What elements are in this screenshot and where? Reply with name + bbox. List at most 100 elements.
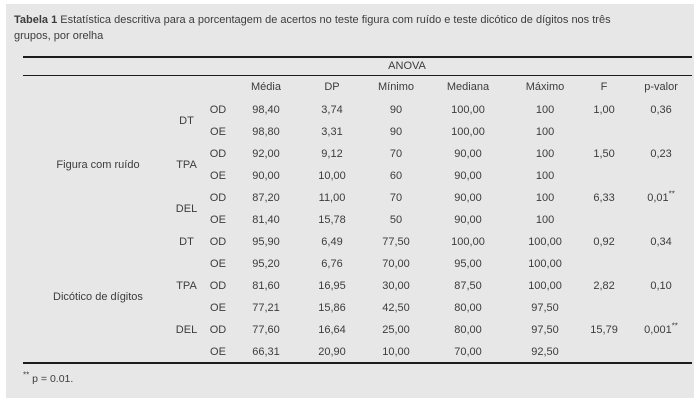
group-label-figura: Figura com ruído [56,159,140,171]
table-caption-label: Tabela 1 [14,14,58,26]
cell-dp: 10,00 [318,170,346,182]
cell-minimo: 25,00 [382,324,410,336]
cell-ear: OD [209,192,227,204]
subgroup-label: TPA [176,280,197,292]
cell-maximo: 100 [535,126,555,138]
cell-media: 77,60 [252,324,280,336]
table-row: OE 77,21 15,86 42,50 80,00 97,50 [23,297,692,319]
cell-ear: OD [209,236,227,248]
cell-dp: 15,78 [318,214,346,226]
cell-minimo: 50 [389,214,403,226]
cell-mediana: 100,00 [451,236,485,248]
cell-mediana: 95,00 [454,258,482,270]
cell-ear: OD [209,148,227,160]
cell-f [578,209,630,231]
cell-mediana: 100,00 [451,126,485,138]
cell-f [578,297,630,319]
cell-media: 81,40 [252,214,280,226]
cell-maximo: 100 [535,104,555,116]
column-header-mediana: Mediana [446,81,490,94]
cell-media: 90,00 [252,170,280,182]
cell-maximo: 100,00 [528,258,562,270]
cell-ear: OD [209,280,227,292]
cell-pvalor: 0,34 [650,236,672,248]
cell-ear: OE [210,258,226,270]
cell-dp: 6,76 [321,258,343,270]
table-caption: Tabela 1 Estatística descritiva para a p… [6,4,654,44]
subgroup-label: DT [179,236,194,248]
cell-dp: 3,74 [321,104,343,116]
cell-media: 92,00 [252,148,280,160]
cell-minimo: 70 [389,148,403,160]
cell-maximo: 92,50 [531,345,559,358]
column-header-row: Média DP Mínimo Mediana Máximo F p-valor [23,75,692,99]
cell-pvalor [630,341,692,363]
footnote: ** p = 0.01. [23,371,694,385]
cell-media: 77,21 [252,302,280,314]
cell-ear: OE [210,170,226,182]
cell-maximo: 100 [535,214,555,226]
cell-f [578,253,630,275]
anova-row-spacer-right [578,57,693,76]
cell-f [578,341,630,363]
stats-table: ANOVA Média DP Mínimo Mediana Máximo F p… [23,56,693,364]
column-header-pvalor: p-valor [644,81,678,94]
table-row: OE 95,20 6,76 70,00 95,00 100,00 [23,253,692,275]
cell-mediana: 100,00 [451,104,485,116]
table-row: TPA OD 81,60 16,95 30,00 87,50 100,00 2,… [23,275,692,297]
cell-ear: OD [209,104,227,116]
group-label-dicotico: Dicótico de dígitos [53,290,143,303]
cell-pvalor [630,121,692,143]
cell-pvalor [630,165,692,187]
table-caption-text: Estatística descritiva para a porcentage… [14,14,611,42]
column-header-spacer [23,75,236,99]
cell-maximo: 100 [535,148,555,160]
cell-pvalor: 0,36 [650,104,672,116]
cell-minimo: 60 [389,170,403,182]
cell-mediana: 80,00 [454,302,482,314]
cell-pvalor [630,253,692,275]
cell-f: 0,92 [593,236,615,248]
cell-mediana: 90,00 [454,148,482,160]
cell-media: 66,31 [252,345,280,358]
table-row: OE 66,31 20,90 10,00 70,00 92,50 [23,341,692,363]
table-row: DEL OD 77,60 16,64 25,00 80,00 97,50 15,… [23,319,692,341]
table-row: OE 98,80 3,31 90 100,00 100 [23,121,692,143]
cell-maximo: 100,00 [528,280,562,292]
cell-f [578,121,630,143]
footnote-text: p = 0.01. [32,373,74,385]
cell-mediana: 87,50 [454,280,482,292]
table-row: TPA OD 92,00 9,12 70 90,00 100 1,50 0,23 [23,143,692,171]
cell-f: 6,33 [593,192,615,204]
cell-media: 81,60 [252,280,280,292]
cell-mediana: 90,00 [454,170,482,182]
cell-f: 1,50 [593,148,615,160]
column-header-f: F [600,81,608,94]
table-row: DEL OD 87,20 11,00 70 90,00 100 6,33 0,0… [23,187,692,215]
cell-mediana: 90,00 [454,214,482,226]
cell-dp: 15,86 [318,302,346,314]
cell-media: 95,20 [252,258,280,270]
cell-dp: 9,12 [321,148,343,160]
cell-pvalor: 0,001** [644,321,678,336]
cell-dp: 3,31 [321,126,343,138]
cell-minimo: 90 [389,126,403,138]
table-row: Figura com ruído DT OD 98,40 3,74 90 100… [23,99,692,171]
table-row: Dicótico de dígitos DT OD 95,90 6,49 77,… [23,231,692,303]
cell-f [578,165,630,187]
cell-ear: OD [209,324,227,336]
cell-maximo: 97,50 [531,324,559,336]
table-row: OE 90,00 10,00 60 90,00 100 [23,165,692,187]
anova-header-row: ANOVA [23,57,693,76]
cell-maximo: 100 [535,170,555,182]
cell-ear: OE [210,345,226,358]
anova-header: ANOVA [236,57,579,76]
cell-minimo: 70 [389,192,403,204]
significance-marker: ** [668,189,675,199]
subgroup-label: TPA [176,159,197,171]
column-header-media: Média [251,81,281,94]
column-header-maximo: Máximo [525,81,565,94]
cell-minimo: 70,00 [382,258,410,270]
table-figure-panel: Tabela 1 Estatística descritiva para a p… [6,4,694,398]
anova-row-spacer-left [23,57,236,76]
